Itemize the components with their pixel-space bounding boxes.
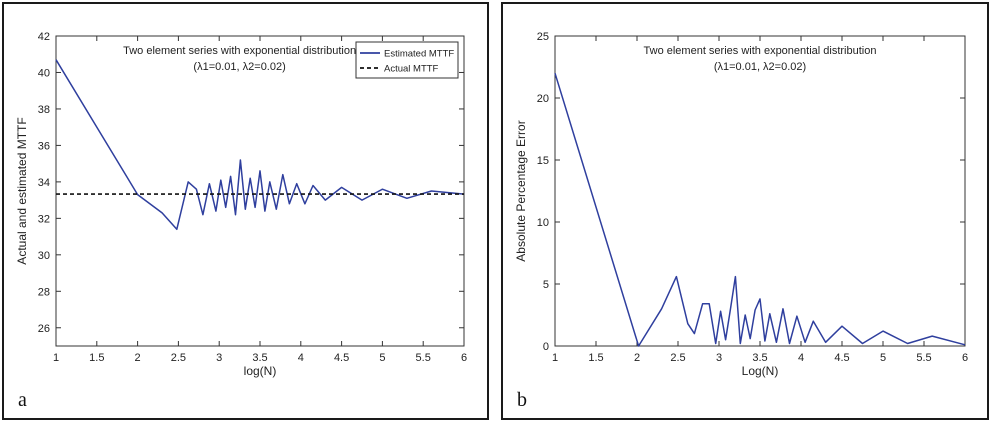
chart-a-legend-box: [355, 41, 459, 79]
chart-b-x-tick-label: 5: [880, 352, 886, 364]
chart-b-y-tick-label: 25: [537, 31, 549, 43]
chart-b-x-tick-label: 3.5: [752, 352, 767, 364]
chart-a-x-tick-label: 1: [53, 352, 59, 364]
chart-a-y-tick-label: 38: [38, 104, 50, 116]
chart-b-x-tick-label: 2.5: [670, 352, 685, 364]
chart-b-y-tick-label: 10: [537, 217, 549, 229]
chart-b-series-line-estimated: [554, 72, 966, 347]
chart-panel-a: 1 1.5 2 2.5 3 3.5 4 4.5 5 5.5 6 26 28 30 32 34 36 38 40 42 l…: [2, 2, 489, 420]
chart-b-x-tick-label: 2: [634, 352, 640, 364]
chart-b-x-tick-label: 5.5: [916, 352, 931, 364]
chart-b-x-tick-label: 1.5: [588, 352, 603, 364]
chart-b-y-tick-label: 0: [543, 341, 549, 353]
chart-a-series-line-estimated: [55, 59, 465, 231]
chart-a-y-tick-label: 28: [38, 286, 50, 298]
chart-b-x-tick-label: 1: [552, 352, 558, 364]
chart-b-y-tick-label: 20: [537, 93, 549, 105]
chart-b-chart-subtitle: (λ1=0.01, λ2=0.02): [714, 61, 806, 73]
chart-a-y-tick-label: 42: [38, 31, 50, 43]
chart-a-x-tick-label: 3: [216, 352, 222, 364]
chart-a-x-tick-label: 4.5: [334, 352, 349, 364]
chart-a-chart-subtitle: (λ1=0.01, λ2=0.02): [193, 61, 285, 73]
chart-b-y-tick-label: 15: [537, 155, 549, 167]
chart-a-y-tick-label: 40: [38, 67, 50, 79]
chart-a-x-tick-label: 5.5: [416, 352, 431, 364]
chart-panel-b: 1 1.5 2 2.5 3 3.5 4 4.5 5 5.5 6 0 5 10 15 20 25 Log(N) Abs…: [501, 2, 989, 420]
chart-b-x-tick-label: 4.5: [834, 352, 849, 364]
chart-a-legend-label-1: Actual MTTF: [384, 64, 439, 75]
chart-a-y-tick-label: 32: [38, 213, 50, 225]
chart-a-x-axis-label: log(N): [244, 364, 277, 378]
chart-b-x-axis-label: Log(N): [742, 364, 779, 378]
chart-b-svg: 1 1.5 2 2.5 3 3.5 4 4.5 5 5.5 6 0 5 10 15 20 25 Log(N) Abs…: [514, 31, 968, 378]
chart-a-plot-area: [55, 35, 465, 347]
chart-b-y-tick-label: 5: [543, 279, 549, 291]
chart-b-y-axis-label: Absolute Percentage Error: [514, 120, 528, 261]
chart-a-y-tick-label: 26: [38, 323, 50, 335]
chart-a-x-tick-label: 5: [379, 352, 385, 364]
chart-a-svg: 1 1.5 2 2.5 3 3.5 4 4.5 5 5.5 6 26 28 30 32 34 36 38 40 42 l…: [15, 31, 467, 378]
chart-a-x-tick-label: 2.5: [171, 352, 186, 364]
chart-b-x-tick-label: 4: [798, 352, 804, 364]
chart-a-x-tick-label: 1.5: [89, 352, 104, 364]
panel-letter-a: a: [18, 389, 27, 411]
chart-b-x-tick-label: 6: [962, 352, 968, 364]
chart-a-y-axis-label: Actual and estimated MTTF: [15, 117, 29, 264]
chart-a-y-tick-label: 36: [38, 140, 50, 152]
chart-a-y-tick-label: 34: [38, 177, 50, 189]
chart-a-x-tick-label: 4: [298, 352, 304, 364]
chart-b-x-tick-label: 3: [716, 352, 722, 364]
chart-a-x-tick-label: 2: [135, 352, 141, 364]
chart-a-x-tick-label: 3.5: [252, 352, 267, 364]
chart-a-chart-title: Two element series with exponential dist…: [123, 45, 356, 57]
chart-a-x-tick-label: 6: [461, 352, 467, 364]
chart-a-legend-label-0: Estimated MTTF: [384, 49, 454, 60]
chart-b-chart-title: Two element series with exponential dist…: [644, 45, 877, 57]
panel-letter-b: b: [517, 389, 527, 411]
chart-a-y-tick-label: 30: [38, 250, 50, 262]
